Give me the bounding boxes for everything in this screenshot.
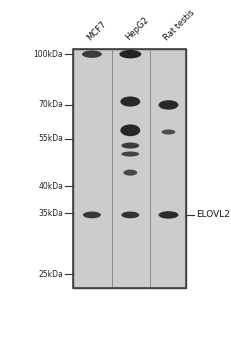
Ellipse shape <box>158 100 178 110</box>
Text: 35kDa: 35kDa <box>38 209 63 218</box>
Text: 100kDa: 100kDa <box>33 50 63 59</box>
Ellipse shape <box>83 211 100 218</box>
Ellipse shape <box>123 170 137 176</box>
Text: 40kDa: 40kDa <box>38 182 63 191</box>
Ellipse shape <box>82 50 101 58</box>
Text: ELOVL2: ELOVL2 <box>195 210 229 219</box>
Ellipse shape <box>120 97 140 107</box>
Text: MCF7: MCF7 <box>85 20 108 42</box>
Ellipse shape <box>121 142 139 149</box>
Ellipse shape <box>121 152 139 156</box>
Text: Rat testis: Rat testis <box>161 8 196 42</box>
Text: HepG2: HepG2 <box>123 16 150 42</box>
Ellipse shape <box>121 211 139 218</box>
FancyBboxPatch shape <box>73 49 185 288</box>
Ellipse shape <box>119 50 141 58</box>
Text: 70kDa: 70kDa <box>38 100 63 110</box>
Text: 25kDa: 25kDa <box>38 270 63 279</box>
Ellipse shape <box>120 124 140 136</box>
Ellipse shape <box>161 130 175 134</box>
Ellipse shape <box>158 211 178 219</box>
Text: 55kDa: 55kDa <box>38 134 63 143</box>
